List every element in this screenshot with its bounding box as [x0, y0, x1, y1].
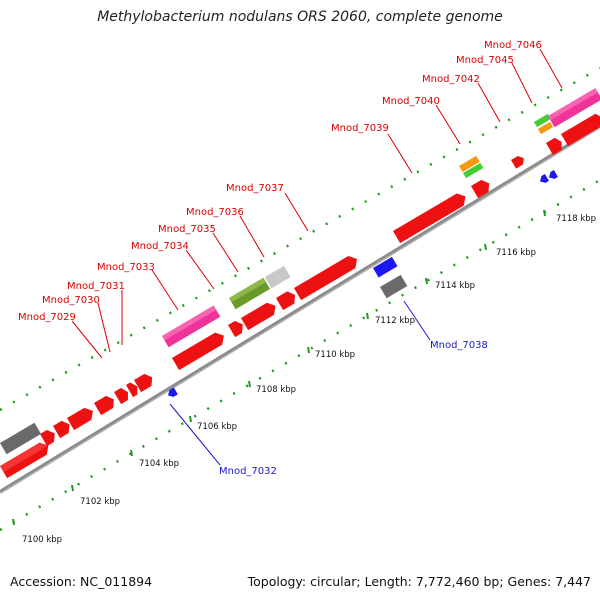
feature-blue-7047[interactable] [538, 173, 549, 185]
gene-7027[interactable] [0, 440, 52, 479]
major-tick-7 [425, 277, 428, 285]
gene-7030[interactable] [67, 405, 97, 431]
label-mnod-7037[interactable]: Mnod_7037 [226, 183, 284, 194]
tick-label-7100: 7100 kbp [22, 535, 62, 545]
tick-label-7108: 7108 kbp [256, 385, 296, 395]
tick-label-7116: 7116 kbp [496, 248, 536, 258]
feature-orange-7045[interactable] [538, 121, 554, 135]
major-tick-9 [543, 209, 546, 217]
major-tick-2 [130, 449, 133, 457]
map-title: Methylobacterium nodulans ORS 2060, comp… [97, 9, 503, 25]
gene-labels-bottom: Mnod_7032 Mnod_7038 [219, 340, 488, 477]
feature-green-7045[interactable] [534, 113, 551, 128]
inner-tick-track [0, 178, 600, 532]
label-leaders-top [71, 48, 563, 359]
tick-label-7110: 7110 kbp [315, 350, 355, 360]
feature-orange-7040[interactable] [459, 155, 480, 173]
label-mnod-7032[interactable]: Mnod_7032 [219, 466, 277, 477]
gene-7040[interactable] [471, 177, 493, 199]
gene-labels-top: Mnod_7029 Mnod_7030 Mnod_7031 Mnod_7033 … [18, 40, 542, 323]
label-mnod-7039[interactable]: Mnod_7039 [331, 123, 389, 134]
feature-dark-gray-left[interactable] [0, 422, 42, 455]
gene-7046[interactable] [561, 112, 600, 147]
label-mnod-7046[interactable]: Mnod_7046 [484, 40, 542, 51]
tick-label-7102: 7102 kbp [80, 497, 120, 507]
major-tick-6 [366, 312, 369, 320]
tick-label-7106: 7106 kbp [197, 422, 237, 432]
genome-summary-text: Topology: circular; Length: 7,772,460 bp… [247, 574, 591, 589]
tick-label-7118: 7118 kbp [556, 214, 596, 224]
accession-text: Accession: NC_011894 [10, 574, 153, 589]
gene-7039[interactable] [393, 190, 469, 244]
gene-7034[interactable] [228, 318, 246, 338]
label-mnod-7030[interactable]: Mnod_7030 [42, 295, 100, 306]
tick-labels: 7100 kbp 7102 kbp 7104 kbp 7106 kbp 7108… [22, 214, 596, 545]
outer-tick-track [0, 66, 600, 412]
genes-forward-strand [0, 88, 600, 479]
major-tick-5 [307, 346, 310, 354]
label-mnod-7035[interactable]: Mnod_7035 [158, 224, 216, 235]
label-mnod-7031[interactable]: Mnod_7031 [67, 281, 125, 292]
feature-blue-7032[interactable] [166, 387, 178, 398]
feature-pink-7046[interactable] [548, 88, 600, 128]
feature-blue-7048[interactable] [547, 169, 558, 181]
gene-7029[interactable] [53, 418, 73, 439]
major-tick-4 [248, 380, 251, 388]
genes-reverse-strand [166, 169, 558, 398]
gene-7028[interactable] [40, 427, 58, 447]
gene-7031d[interactable] [134, 371, 156, 393]
gene-7033[interactable] [172, 330, 227, 371]
gene-7031[interactable] [94, 393, 117, 416]
genome-backbone [0, 124, 600, 494]
gene-7031b[interactable] [114, 386, 131, 405]
label-mnod-7036[interactable]: Mnod_7036 [186, 207, 244, 218]
gene-7031c[interactable] [126, 380, 141, 398]
feature-olive-7035[interactable] [229, 277, 271, 310]
gene-7045[interactable] [546, 136, 565, 156]
tick-label-7114: 7114 kbp [435, 281, 475, 291]
label-mnod-7029[interactable]: Mnod_7029 [18, 312, 76, 323]
gene-7036[interactable] [276, 289, 299, 311]
feature-pink-7033[interactable] [162, 305, 221, 348]
major-tick-1 [71, 484, 74, 492]
major-tick-3 [189, 415, 192, 423]
feature-lightgray-7036[interactable] [265, 265, 291, 289]
label-mnod-7045[interactable]: Mnod_7045 [456, 55, 514, 66]
label-mnod-7033[interactable]: Mnod_7033 [97, 262, 155, 273]
label-mnod-7034[interactable]: Mnod_7034 [131, 241, 189, 252]
feature-blue-7038[interactable] [373, 256, 398, 278]
feature-darkgray-7038[interactable] [380, 274, 408, 299]
label-mnod-7038[interactable]: Mnod_7038 [430, 340, 488, 351]
major-tick-8 [484, 243, 487, 251]
label-leaders-bottom [169, 300, 431, 466]
major-ticks [12, 209, 546, 526]
gene-7037[interactable] [294, 253, 361, 301]
gene-7035[interactable] [241, 300, 279, 331]
tick-label-7112: 7112 kbp [375, 316, 415, 326]
label-mnod-7042[interactable]: Mnod_7042 [422, 74, 480, 85]
major-tick-0 [12, 518, 15, 526]
tick-label-7104: 7104 kbp [139, 459, 179, 469]
feature-green-7040[interactable] [463, 162, 484, 179]
label-mnod-7040[interactable]: Mnod_7040 [382, 96, 440, 107]
feature-red-small-7042[interactable] [511, 154, 526, 169]
